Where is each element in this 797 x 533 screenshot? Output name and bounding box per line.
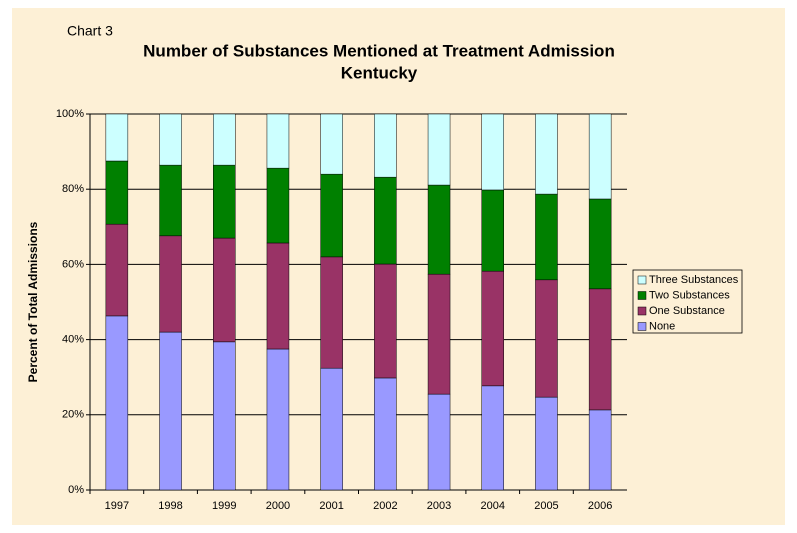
y-tick-label: 40% bbox=[62, 334, 84, 346]
bar-segment bbox=[535, 193, 558, 281]
bar-segment bbox=[266, 167, 290, 244]
bar-segment bbox=[320, 113, 343, 175]
bar-segment bbox=[320, 173, 343, 258]
bar-segment bbox=[427, 184, 451, 275]
x-tick-label: 2002 bbox=[373, 500, 397, 512]
bar-segment bbox=[535, 113, 558, 195]
bar-segment bbox=[159, 235, 182, 333]
bar-segment bbox=[588, 198, 612, 290]
x-tick-label: 1999 bbox=[212, 500, 236, 512]
bar-segment bbox=[320, 256, 343, 369]
bar-segment bbox=[320, 367, 343, 491]
y-tick-label: 60% bbox=[62, 258, 84, 270]
x-tick-label: 1997 bbox=[105, 500, 129, 512]
bar-segment bbox=[374, 377, 397, 491]
x-tick-label: 2006 bbox=[588, 500, 612, 512]
bar-segment bbox=[588, 409, 612, 491]
bar-segment bbox=[535, 396, 558, 491]
legend-swatch bbox=[637, 322, 647, 331]
x-tick-label: 2003 bbox=[427, 500, 451, 512]
bar-segment bbox=[159, 113, 182, 166]
bar-segment bbox=[105, 223, 129, 317]
bar-segment bbox=[266, 113, 290, 169]
x-tick-label: 2001 bbox=[319, 500, 343, 512]
bar-segment bbox=[105, 160, 129, 225]
bar-segment bbox=[588, 288, 612, 411]
chart-background bbox=[12, 8, 785, 525]
bar-segment bbox=[266, 348, 290, 491]
bar-segment bbox=[588, 113, 612, 200]
bar-segment bbox=[159, 331, 182, 491]
bar-segment bbox=[481, 385, 504, 491]
bar-segment bbox=[374, 263, 397, 379]
x-tick-label: 2005 bbox=[534, 500, 558, 512]
bar-segment bbox=[481, 270, 504, 387]
legend-swatch bbox=[637, 275, 647, 285]
y-axis-title: Percent of Total Admissions bbox=[26, 221, 40, 382]
bar-segment bbox=[213, 164, 236, 239]
bar-segment bbox=[481, 113, 504, 191]
y-tick-label: 80% bbox=[62, 183, 84, 195]
bar-segment bbox=[535, 279, 558, 398]
legend-swatch bbox=[637, 291, 647, 300]
legend-swatch bbox=[637, 306, 647, 316]
legend-label: Two Substances bbox=[649, 289, 730, 301]
y-tick-label: 0% bbox=[68, 484, 84, 496]
bar-segment bbox=[374, 113, 397, 178]
x-tick-label: 2004 bbox=[481, 500, 505, 512]
bar-segment bbox=[481, 189, 504, 272]
x-tick-label: 1998 bbox=[158, 500, 182, 512]
bar-segment bbox=[427, 393, 451, 491]
legend-label: Three Substances bbox=[649, 274, 739, 286]
legend-box bbox=[632, 269, 743, 334]
bar-segment bbox=[159, 164, 182, 237]
bar-segment bbox=[213, 113, 236, 166]
bar-segment bbox=[213, 237, 236, 343]
bar-segment bbox=[427, 113, 451, 186]
bar-segment bbox=[105, 113, 129, 162]
chart-subtitle: Kentucky bbox=[341, 63, 418, 82]
x-tick-label: 2000 bbox=[266, 500, 290, 512]
bar-segment bbox=[213, 341, 236, 491]
bar-segment bbox=[427, 273, 451, 395]
chart-label: Chart 3 bbox=[67, 23, 113, 39]
legend-label: One Substance bbox=[649, 305, 725, 317]
bar-segment bbox=[105, 315, 129, 491]
bar-segment bbox=[374, 176, 397, 265]
bar-segment bbox=[266, 242, 290, 350]
legend-label: None bbox=[649, 320, 675, 332]
y-tick-label: 20% bbox=[62, 409, 84, 421]
y-tick-label: 100% bbox=[56, 108, 84, 120]
chart-title: Number of Substances Mentioned at Treatm… bbox=[143, 41, 615, 60]
